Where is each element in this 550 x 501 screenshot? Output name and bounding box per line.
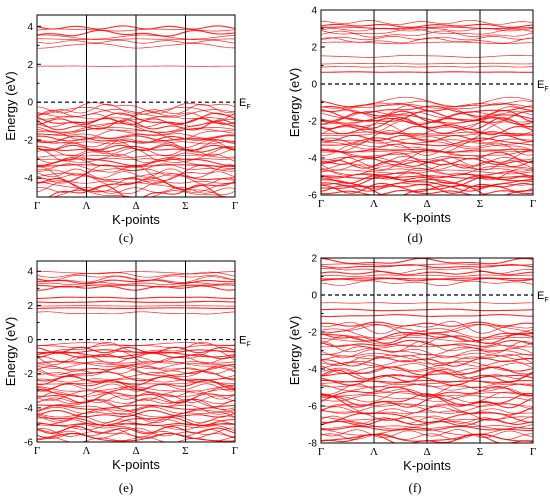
x-tick-label: Δ <box>132 200 139 212</box>
x-tick-label: Γ <box>318 198 324 210</box>
x-axis-label: K-points <box>112 457 160 472</box>
y-axis-label: Energy (eV) <box>3 317 18 386</box>
x-tick-label: Γ <box>34 200 40 212</box>
x-tick-label: Δ <box>132 445 139 457</box>
y-tick-label: -2 <box>308 117 317 128</box>
y-axis-label: Energy (eV) <box>3 71 18 140</box>
y-axis-label: Energy (eV) <box>287 68 302 137</box>
x-tick-label: Σ <box>477 446 483 458</box>
x-tick-label: Σ <box>182 200 188 212</box>
y-tick-label: -2 <box>24 369 33 380</box>
panel-label: (d) <box>407 230 422 245</box>
fermi-level-label: EF <box>239 335 251 349</box>
y-tick-label: 4 <box>27 22 33 33</box>
y-tick-label: 4 <box>27 267 33 278</box>
y-tick-label: 0 <box>27 98 33 109</box>
x-tick-label: Γ <box>318 446 324 458</box>
x-axis-label: K-points <box>112 212 160 227</box>
y-tick-label: 2 <box>311 254 317 265</box>
x-tick-label: Γ <box>232 200 238 212</box>
x-axis-label: K-points <box>403 210 451 225</box>
y-tick-label: 4 <box>311 6 317 17</box>
fermi-level-subscript: F <box>544 86 548 93</box>
chart-panel-f: EF -8 -6 -4 -2 0 2 Γ Λ Δ Σ Γ K-points Energy (eV) (f) <box>287 254 549 496</box>
x-tick-label: Δ <box>423 198 430 210</box>
x-tick-label: Γ <box>530 446 536 458</box>
y-tick-label: 0 <box>311 291 317 302</box>
fermi-level-subscript: F <box>246 342 250 349</box>
y-tick-label: -4 <box>308 365 317 376</box>
chart-panel-c: EF -4 -2 0 2 4 Γ Λ Δ Σ Γ K-points Energy (eV) (c) <box>3 14 251 245</box>
x-axis-label: K-points <box>403 458 451 473</box>
y-tick-label: -4 <box>24 174 33 185</box>
x-tick-label: Λ <box>83 200 91 212</box>
y-tick-label: 2 <box>27 60 33 71</box>
y-tick-label: 0 <box>27 335 33 346</box>
x-tick-label: Λ <box>83 445 91 457</box>
plot-frame <box>36 14 236 198</box>
x-tick-label: Λ <box>370 198 378 210</box>
fermi-level-subscript: F <box>246 104 250 111</box>
x-tick-label: Γ <box>530 198 536 210</box>
y-tick-label: -2 <box>24 136 33 147</box>
panel-label: (f) <box>409 480 422 495</box>
y-tick-label: 0 <box>311 80 317 91</box>
y-tick-label: -4 <box>308 154 317 165</box>
y-tick-label: -8 <box>308 439 317 450</box>
y-tick-label: -6 <box>308 191 317 202</box>
panel-label: (c) <box>119 230 133 245</box>
x-tick-label: Γ <box>34 445 40 457</box>
x-tick-label: Λ <box>370 446 378 458</box>
panel-label: (e) <box>119 480 133 495</box>
chart-panel-d: EF -6 -4 -2 0 2 4 Γ Λ Δ Σ Γ K-points Energy (eV) (d) <box>287 6 549 246</box>
y-tick-label: 2 <box>27 301 33 312</box>
y-tick-label: -6 <box>308 402 317 413</box>
x-tick-label: Σ <box>477 198 483 210</box>
x-tick-label: Δ <box>423 446 430 458</box>
y-axis-label: Energy (eV) <box>287 316 302 385</box>
y-tick-label: 2 <box>311 43 317 54</box>
plot-frame <box>36 260 236 443</box>
y-tick-label: -6 <box>24 438 33 449</box>
chart-panel-e: EF -6 -4 -2 0 2 4 Γ Λ Δ Σ Γ K-points Energy (eV) (e) <box>3 260 251 495</box>
y-tick-label: -2 <box>308 328 317 339</box>
x-tick-label: Σ <box>182 445 188 457</box>
y-tick-label: -4 <box>24 403 33 414</box>
fermi-level-subscript: F <box>544 297 548 304</box>
x-tick-label: Γ <box>232 445 238 457</box>
fermi-level-label: EF <box>239 97 251 111</box>
fermi-level-label: EF <box>537 79 549 93</box>
fermi-level-label: EF <box>537 290 549 304</box>
